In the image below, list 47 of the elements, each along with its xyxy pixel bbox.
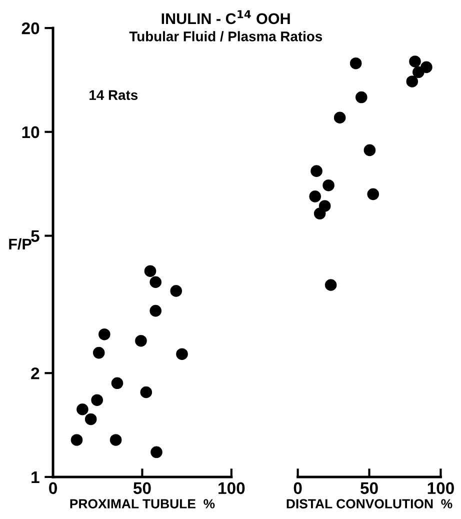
point (420, 61, 432, 74)
point (150, 304, 162, 317)
point (350, 57, 362, 70)
point (322, 179, 334, 192)
point (84, 413, 97, 426)
point (170, 285, 182, 297)
point (140, 386, 152, 398)
point (91, 394, 103, 406)
point (367, 188, 380, 200)
point (309, 190, 321, 202)
point (111, 377, 124, 390)
x-tick-label: 0 (294, 482, 302, 494)
y-tick-label: 20 (22, 22, 40, 34)
point (150, 276, 162, 288)
x-axis-title: DISTAL CONVOLUTION % (286, 499, 452, 508)
chart-title: INULIN - C$^{14}$ OOH (162, 10, 290, 24)
point (176, 348, 188, 360)
y-tick-label: 5 (31, 230, 40, 242)
point (144, 265, 156, 277)
point (70, 434, 83, 446)
point (324, 279, 337, 291)
point (110, 434, 122, 446)
y-tick-label: 10 (22, 126, 40, 138)
y-axis-title: F/P (9, 238, 32, 250)
point (76, 403, 88, 416)
x-tick-label: 100 (428, 482, 454, 494)
x-tick-label: 50 (133, 482, 151, 494)
y-tick-label: 2 (31, 367, 40, 380)
point (412, 66, 424, 78)
y-tick-label: 1 (32, 472, 40, 483)
point (364, 144, 376, 156)
x-tick-label: 50 (360, 482, 378, 494)
point (409, 56, 421, 68)
point (314, 208, 326, 220)
x-axis-title: PROXIMAL TUBULE % (70, 499, 215, 508)
x-tick-label: 100 (218, 482, 245, 494)
point (356, 91, 368, 104)
point (150, 446, 162, 458)
point (92, 346, 105, 359)
point (98, 328, 110, 340)
x-tick-label: 0 (49, 482, 57, 494)
point (310, 165, 322, 177)
point (334, 112, 346, 124)
chart-subtitle: Tubular Fluid / Plasma Ratios (129, 31, 322, 42)
point (406, 76, 418, 88)
annotation: 14 Rats (90, 90, 138, 100)
point (135, 334, 147, 347)
